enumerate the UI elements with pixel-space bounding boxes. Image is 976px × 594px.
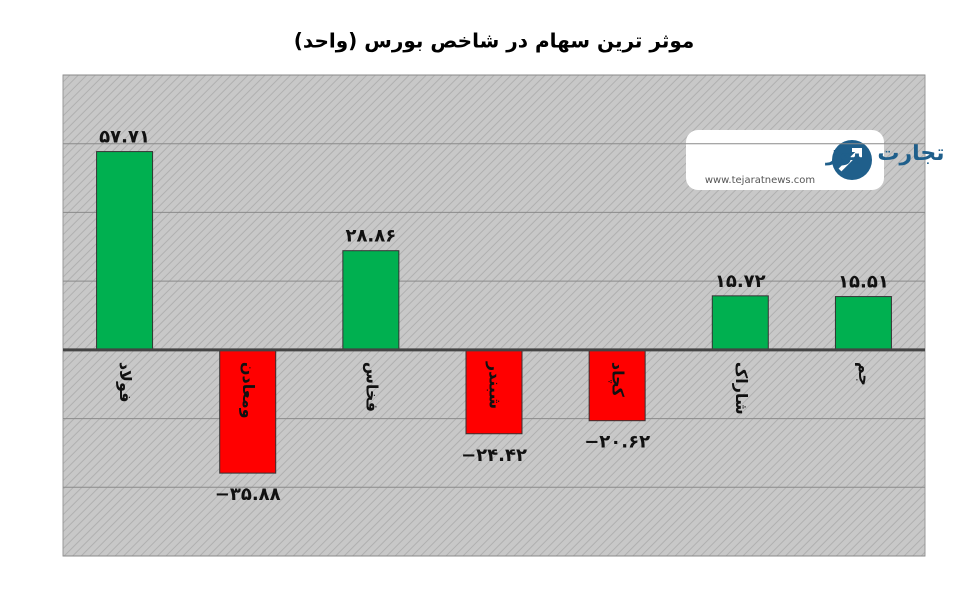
logo-box [686, 130, 884, 190]
bar [96, 151, 154, 351]
value-label: ۵۷.۷۱ [99, 127, 150, 148]
bar [465, 349, 523, 435]
value-label: ۲۸.۸۶ [345, 226, 396, 247]
x-tick-label: فولاد [116, 362, 135, 403]
x-tick-label: شاراک [732, 362, 751, 415]
x-tick-label: جم [855, 362, 874, 386]
bar [711, 295, 769, 351]
x-tick-label: ومعادن [239, 362, 258, 419]
logo-arrow [838, 148, 862, 172]
logo: تجارت نیوز www.tejaratnews.com [686, 130, 945, 190]
logo-url: www.tejaratnews.com [705, 175, 815, 186]
value-label: −۳۵.۸۸ [215, 484, 281, 505]
value-label: −۲۴.۴۲ [461, 445, 527, 466]
value-label: ۱۵.۵۱ [838, 272, 889, 293]
x-tick-label: شبندر [486, 361, 505, 409]
value-label: ۱۵.۷۲ [715, 271, 766, 292]
x-tick-label: فخاس [362, 362, 381, 412]
bar [342, 250, 400, 351]
bar [834, 296, 892, 351]
x-tick-label: کچاد [608, 362, 628, 398]
chart-title: موثر ترین سهام در شاخص بورس (واحد) [294, 29, 695, 53]
logo-title: تجارت نیوز [825, 141, 945, 166]
bar [219, 349, 277, 474]
value-label: −۲۰.۶۲ [584, 432, 650, 453]
